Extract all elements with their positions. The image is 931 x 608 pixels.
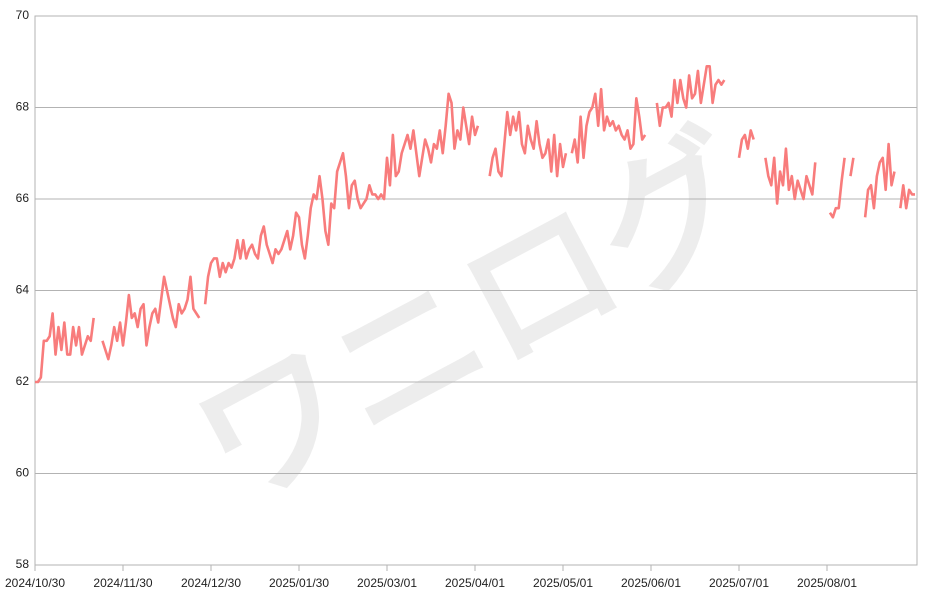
x-tick-label: 2025/01/30 [269,576,329,590]
x-tick-label: 2025/08/01 [797,576,857,590]
y-tick-label: 58 [16,557,30,571]
x-tick-label: 2024/12/30 [181,576,241,590]
y-tick-label: 68 [16,100,30,114]
x-tick-label: 2025/03/01 [357,576,417,590]
data-line [35,65,915,384]
x-tick-label: 2025/06/01 [621,576,681,590]
y-tick-label: 70 [16,8,30,22]
x-tick-label: 2024/11/30 [93,576,152,590]
x-tick-label: 2024/10/30 [5,576,65,590]
y-tick-label: 62 [16,374,30,388]
plot-frame [34,15,918,566]
y-tick-label: 64 [16,283,30,297]
y-tick-label: 60 [16,466,30,480]
x-tick-label: 2025/04/01 [445,576,505,590]
x-tick-label: 2025/05/01 [533,576,593,590]
x-tick-label: 2025/07/01 [709,576,769,590]
y-tick-label: 66 [16,191,30,205]
